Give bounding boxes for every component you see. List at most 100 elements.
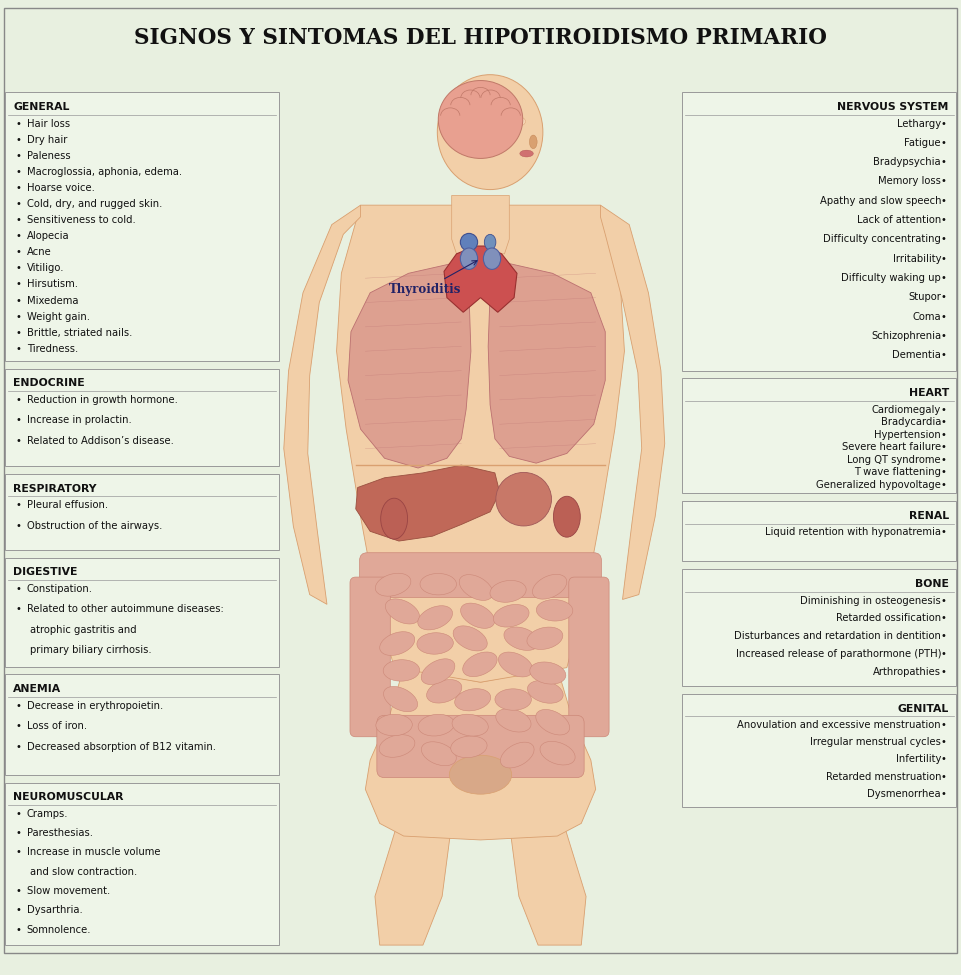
Text: Diminishing in osteogenesis: Diminishing in osteogenesis <box>801 596 941 605</box>
Ellipse shape <box>508 117 526 127</box>
Polygon shape <box>365 668 596 839</box>
Text: Cramps.: Cramps. <box>27 809 68 819</box>
Text: •: • <box>941 430 947 440</box>
Text: •: • <box>15 828 21 838</box>
Ellipse shape <box>418 605 453 630</box>
Ellipse shape <box>376 573 411 596</box>
Text: SIGNOS Y SINTOMAS DEL HIPOTIROIDISMO PRIMARIO: SIGNOS Y SINTOMAS DEL HIPOTIROIDISMO PRI… <box>135 26 826 49</box>
Text: Obstruction of the airways.: Obstruction of the airways. <box>27 521 162 530</box>
FancyBboxPatch shape <box>350 577 390 737</box>
Ellipse shape <box>451 736 487 758</box>
Text: •: • <box>15 722 21 731</box>
Text: GENERAL: GENERAL <box>13 102 69 112</box>
Ellipse shape <box>454 626 487 651</box>
Ellipse shape <box>459 574 493 601</box>
Text: Sensitiveness to cold.: Sensitiveness to cold. <box>27 215 136 225</box>
Ellipse shape <box>483 248 501 269</box>
Text: •: • <box>15 395 21 405</box>
Polygon shape <box>488 249 605 463</box>
Ellipse shape <box>445 122 458 143</box>
Ellipse shape <box>536 710 570 735</box>
Text: •: • <box>15 312 21 322</box>
Ellipse shape <box>460 604 495 628</box>
Text: •: • <box>15 183 21 193</box>
Text: •: • <box>15 199 21 209</box>
Text: •: • <box>15 436 21 446</box>
Text: RENAL: RENAL <box>909 511 949 521</box>
Text: Infertility: Infertility <box>896 755 941 764</box>
Text: •: • <box>15 295 21 305</box>
Text: •: • <box>941 467 947 478</box>
Text: Bradypsychia: Bradypsychia <box>874 157 941 167</box>
Text: •: • <box>941 454 947 465</box>
Ellipse shape <box>554 496 580 537</box>
FancyBboxPatch shape <box>682 569 956 686</box>
Text: Apathy and slow speech: Apathy and slow speech <box>820 196 941 206</box>
Text: Dysmenorrhea: Dysmenorrhea <box>868 789 941 799</box>
Text: •: • <box>15 701 21 711</box>
Text: Retarded ossification: Retarded ossification <box>836 613 941 623</box>
Ellipse shape <box>493 604 530 627</box>
Text: Macroglossia, aphonia, edema.: Macroglossia, aphonia, edema. <box>27 167 182 176</box>
Text: •: • <box>941 667 947 678</box>
Ellipse shape <box>383 686 418 712</box>
Text: Hypertension: Hypertension <box>875 430 941 440</box>
FancyBboxPatch shape <box>569 577 609 737</box>
Text: Related to Addison’s disease.: Related to Addison’s disease. <box>27 436 174 446</box>
Text: Constipation.: Constipation. <box>27 584 92 594</box>
Text: Fatigue: Fatigue <box>904 137 941 148</box>
Text: •: • <box>941 443 947 452</box>
Text: Severe heart failure: Severe heart failure <box>842 443 941 452</box>
Text: Thyroiditis: Thyroiditis <box>389 260 477 295</box>
Text: Generalized hypovoltage: Generalized hypovoltage <box>816 480 941 489</box>
Text: Pleural effusion.: Pleural effusion. <box>27 500 108 510</box>
FancyBboxPatch shape <box>682 501 956 562</box>
Text: •: • <box>15 906 21 916</box>
Text: primary biliary cirrhosis.: primary biliary cirrhosis. <box>31 645 152 655</box>
Text: •: • <box>941 157 947 167</box>
Text: ANEMIA: ANEMIA <box>13 684 62 694</box>
Text: •: • <box>15 521 21 530</box>
Ellipse shape <box>536 600 573 621</box>
Polygon shape <box>601 205 665 600</box>
Ellipse shape <box>501 742 534 768</box>
Text: Irritability: Irritability <box>893 254 941 264</box>
FancyBboxPatch shape <box>682 378 956 493</box>
Text: •: • <box>941 332 947 341</box>
Text: Increased release of parathormone (PTH): Increased release of parathormone (PTH) <box>735 649 941 659</box>
Text: •: • <box>15 847 21 857</box>
Ellipse shape <box>496 473 552 526</box>
FancyBboxPatch shape <box>6 783 279 945</box>
Text: •: • <box>15 231 21 241</box>
Ellipse shape <box>383 660 420 682</box>
Text: Lethargy: Lethargy <box>897 119 941 129</box>
Text: •: • <box>941 480 947 489</box>
Ellipse shape <box>421 659 455 684</box>
FancyBboxPatch shape <box>359 553 602 598</box>
Text: •: • <box>15 415 21 425</box>
Ellipse shape <box>450 756 511 795</box>
Ellipse shape <box>540 741 575 765</box>
Ellipse shape <box>418 715 455 736</box>
Text: •: • <box>941 755 947 764</box>
Text: Coma: Coma <box>913 312 941 322</box>
Text: •: • <box>15 151 21 161</box>
Text: Liquid retention with hyponatremia: Liquid retention with hyponatremia <box>765 527 941 537</box>
Text: •: • <box>941 350 947 361</box>
Text: Mixedema: Mixedema <box>27 295 78 305</box>
Polygon shape <box>336 205 625 682</box>
Text: atrophic gastritis and: atrophic gastritis and <box>31 625 137 635</box>
Text: HEART: HEART <box>908 388 949 398</box>
Text: and slow contraction.: and slow contraction. <box>31 867 137 877</box>
Text: Schizophrenia: Schizophrenia <box>871 332 941 341</box>
Text: •: • <box>941 234 947 245</box>
Ellipse shape <box>530 662 566 684</box>
Polygon shape <box>444 246 517 312</box>
Text: •: • <box>15 886 21 896</box>
Text: Arthropathies: Arthropathies <box>874 667 941 678</box>
Text: •: • <box>941 405 947 414</box>
Ellipse shape <box>484 234 496 250</box>
Text: •: • <box>941 196 947 206</box>
Text: •: • <box>941 632 947 642</box>
Ellipse shape <box>496 709 531 732</box>
